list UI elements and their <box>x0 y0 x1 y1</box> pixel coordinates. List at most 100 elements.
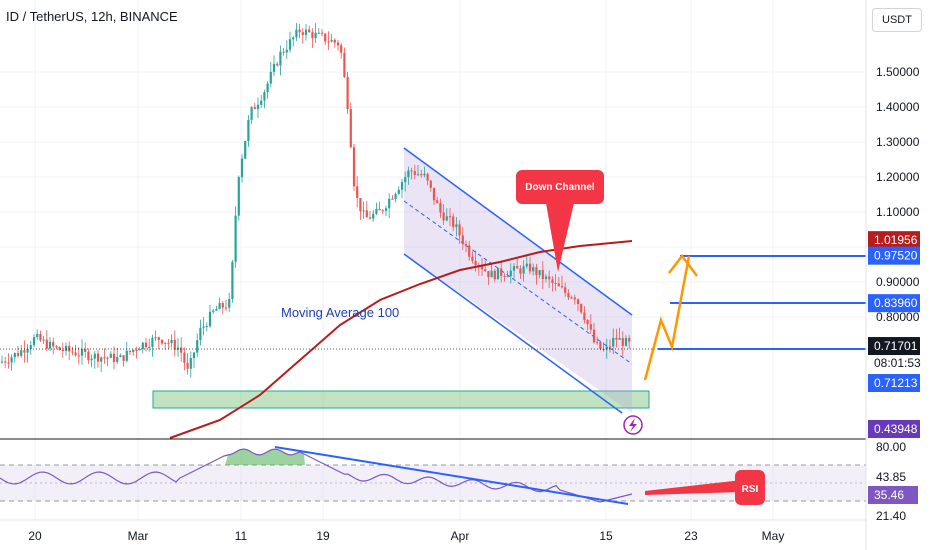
time-tick-label: 15 <box>599 529 613 543</box>
candle-body <box>170 339 173 344</box>
candle-body <box>368 217 372 219</box>
candle-body <box>84 348 87 352</box>
price-label-badge <box>868 374 920 392</box>
candle-body <box>445 216 448 221</box>
rsi-axis[interactable]: 80.00 43.85 21.40 <box>876 440 906 523</box>
bar-countdown: 08:01:53 <box>874 356 921 370</box>
candle-body <box>77 355 80 357</box>
candle-body <box>144 342 148 348</box>
candlestick-series <box>0 23 631 378</box>
candle-body <box>55 346 58 348</box>
candle-body <box>186 362 189 369</box>
candle-body <box>109 353 112 358</box>
candle-body <box>90 358 93 361</box>
candle-body <box>576 299 580 304</box>
chart-title: ID / TetherUS, 12h, BINANCE <box>6 9 178 24</box>
candle-body <box>317 32 320 34</box>
candle-body <box>122 355 125 361</box>
currency-button[interactable]: USDT <box>872 8 922 32</box>
candle-body <box>20 350 23 356</box>
candle-body <box>519 268 522 274</box>
candle-body <box>192 352 196 359</box>
candle-body <box>231 261 234 300</box>
candle-body <box>512 266 516 271</box>
candle-body <box>23 350 26 353</box>
candle-body <box>452 216 455 228</box>
price-tick-label: 1.30000 <box>876 135 920 149</box>
candle-body <box>464 244 468 246</box>
down-channel-lower <box>403 253 623 414</box>
candle-body <box>448 216 452 218</box>
down-channel-callout: Down Channel <box>516 170 604 272</box>
lightning-icon[interactable] <box>623 415 643 435</box>
candle-body <box>106 357 109 359</box>
candle-body <box>330 39 333 42</box>
candle-body <box>160 339 164 344</box>
projection-arrowhead <box>668 253 698 277</box>
candle-body <box>557 283 560 287</box>
candle-body <box>119 355 122 357</box>
down-channel-upper <box>403 147 633 316</box>
rsi-tick-label: 21.40 <box>876 509 906 523</box>
candle-body <box>468 245 471 257</box>
candle-body <box>378 208 381 211</box>
candle-body <box>141 342 144 350</box>
candle-body <box>116 356 119 362</box>
candle-body <box>157 337 160 340</box>
candle-body <box>282 51 285 53</box>
candle-body <box>349 109 352 148</box>
rsi-value-label: 35.46 <box>874 488 904 502</box>
time-axis[interactable]: 20 Mar 11 19 Apr 15 23 May <box>28 529 784 543</box>
candle-body <box>372 213 375 219</box>
candle-body <box>311 32 314 39</box>
candle-body <box>522 266 525 274</box>
candle-body <box>218 303 221 310</box>
candle-body <box>442 212 445 221</box>
candle-body <box>544 276 548 279</box>
candle-body <box>10 357 13 363</box>
candle-body <box>260 100 263 105</box>
candle-body <box>516 266 519 269</box>
candle-body <box>4 361 7 363</box>
candle-body <box>202 326 205 328</box>
candle-body <box>173 339 176 350</box>
candle-body <box>295 29 298 38</box>
price-label-text: 0.83960 <box>874 296 918 310</box>
price-tick-label: 1.40000 <box>876 100 920 114</box>
candle-body <box>426 173 429 181</box>
candle-body <box>375 208 378 214</box>
candle-body <box>436 200 439 204</box>
candle-body <box>0 361 4 363</box>
candle-body <box>391 198 394 200</box>
candle-body <box>365 210 368 218</box>
candle-body <box>628 338 631 342</box>
rsi-line <box>0 448 633 503</box>
candle-body <box>256 104 260 110</box>
candle-body <box>605 346 608 350</box>
candle-body <box>608 346 612 348</box>
candle-body <box>103 357 106 359</box>
candle-body <box>423 173 426 176</box>
candle-body <box>439 203 442 213</box>
candle-body <box>583 312 586 320</box>
candle-body <box>228 299 231 308</box>
candle-body <box>100 357 103 362</box>
price-label-text: 1.01956 <box>874 233 918 247</box>
candle-body <box>480 265 484 270</box>
candle-body <box>484 269 487 272</box>
candle-body <box>240 158 244 178</box>
candle-body <box>551 279 554 284</box>
moving-average-100-line <box>169 240 633 439</box>
candle-body <box>221 303 224 308</box>
candle-body <box>560 286 564 288</box>
candle-body <box>596 342 599 344</box>
time-tick-label: 23 <box>684 529 698 543</box>
candle-body <box>215 309 218 311</box>
candle-body <box>602 348 605 350</box>
candle-body <box>301 32 304 35</box>
candle-body <box>189 358 192 369</box>
candle-body <box>589 324 592 330</box>
candle-body <box>308 29 311 33</box>
candle-body <box>314 32 317 39</box>
